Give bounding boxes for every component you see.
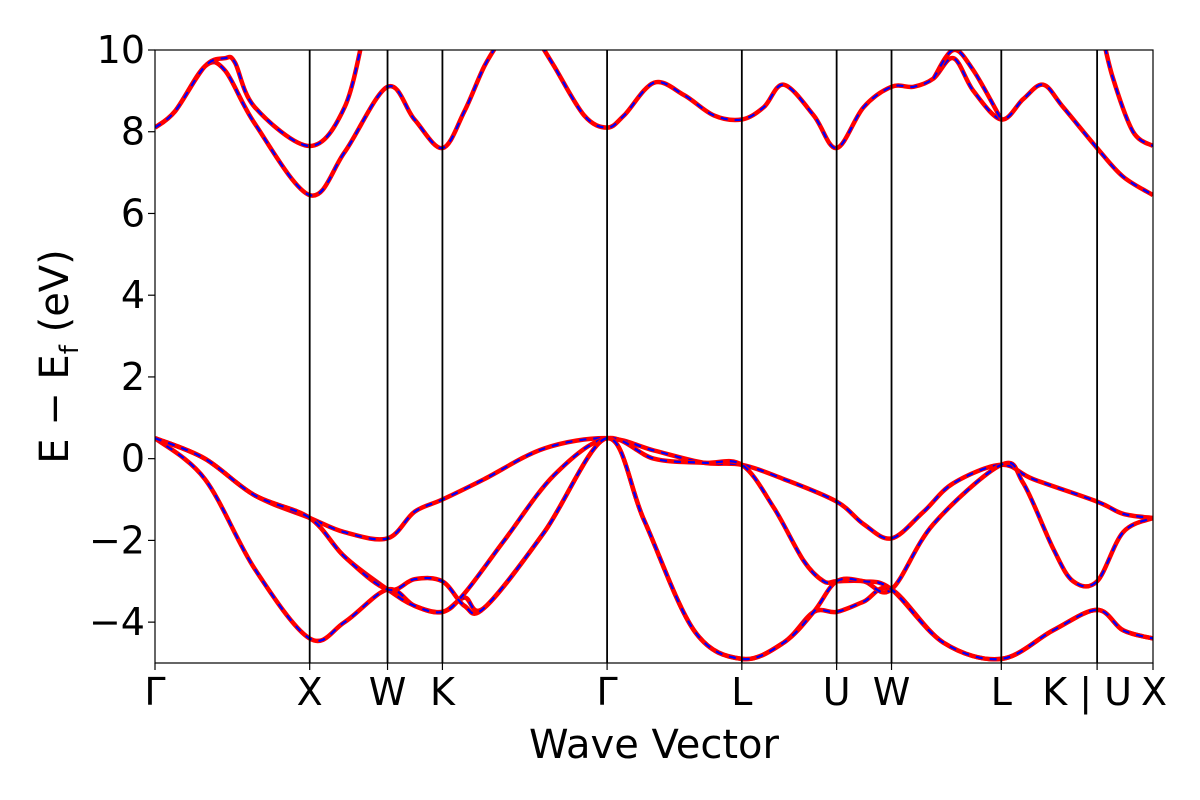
y-tick-label-1: −4 (89, 600, 145, 644)
band-5-dashed-line (155, 50, 496, 197)
plot-frame (154, 49, 1154, 664)
x-tick-label-3: W (369, 670, 407, 714)
y-axis-title: E − Ef (eV) (32, 249, 85, 464)
band-2-dashed-line (155, 437, 1153, 541)
x-tick-label-4: K (430, 670, 456, 714)
band-7-solid-line (541, 50, 1153, 198)
y-tick-label-3: 0 (121, 437, 145, 481)
x-tick-label-8: W (873, 670, 911, 714)
band-4-solid-line (155, 435, 1153, 662)
y-axis-title-unit: (eV) (32, 249, 78, 345)
band-4-dashed-line (155, 437, 1153, 661)
y-tick-label-5: 4 (121, 273, 145, 317)
x-tick-label-6: L (731, 670, 752, 714)
x-axis-title: Wave Vector (529, 722, 780, 768)
y-ticks: −4 −2 0 2 4 6 8 10 (89, 28, 155, 644)
bands-layer (155, 50, 1153, 662)
band-8-dashed-line (932, 50, 1003, 121)
x-tick-label-11: X (1141, 670, 1167, 714)
y-tick-label-7: 8 (121, 110, 145, 154)
y-tick-label-8: 10 (97, 28, 145, 72)
y-axis-title-main: E − E (32, 354, 78, 464)
y-tick-label-6: 6 (121, 191, 145, 235)
y-tick-label-2: −2 (89, 518, 145, 562)
x-tick-label-9: L (991, 670, 1012, 714)
band-9-dashed-line (1104, 50, 1153, 147)
x-tick-label-10: K | U (1042, 670, 1132, 715)
y-tick-label-4: 2 (121, 355, 145, 399)
band-5-solid-line (155, 50, 497, 198)
x-tick-label-2: X (297, 670, 323, 714)
band-6-dashed-line (155, 50, 362, 148)
band-2-solid-line (155, 435, 1153, 542)
x-tick-label-1: Γ (144, 670, 165, 714)
band-3-dashed-line (155, 437, 1153, 614)
x-tick-label-7: U (823, 670, 851, 714)
y-axis-title-subscript: f (55, 344, 85, 354)
band-7-dashed-line (542, 50, 1153, 197)
kpoint-lines-layer (308, 50, 1099, 663)
x-tick-label-5: Γ (597, 670, 618, 714)
